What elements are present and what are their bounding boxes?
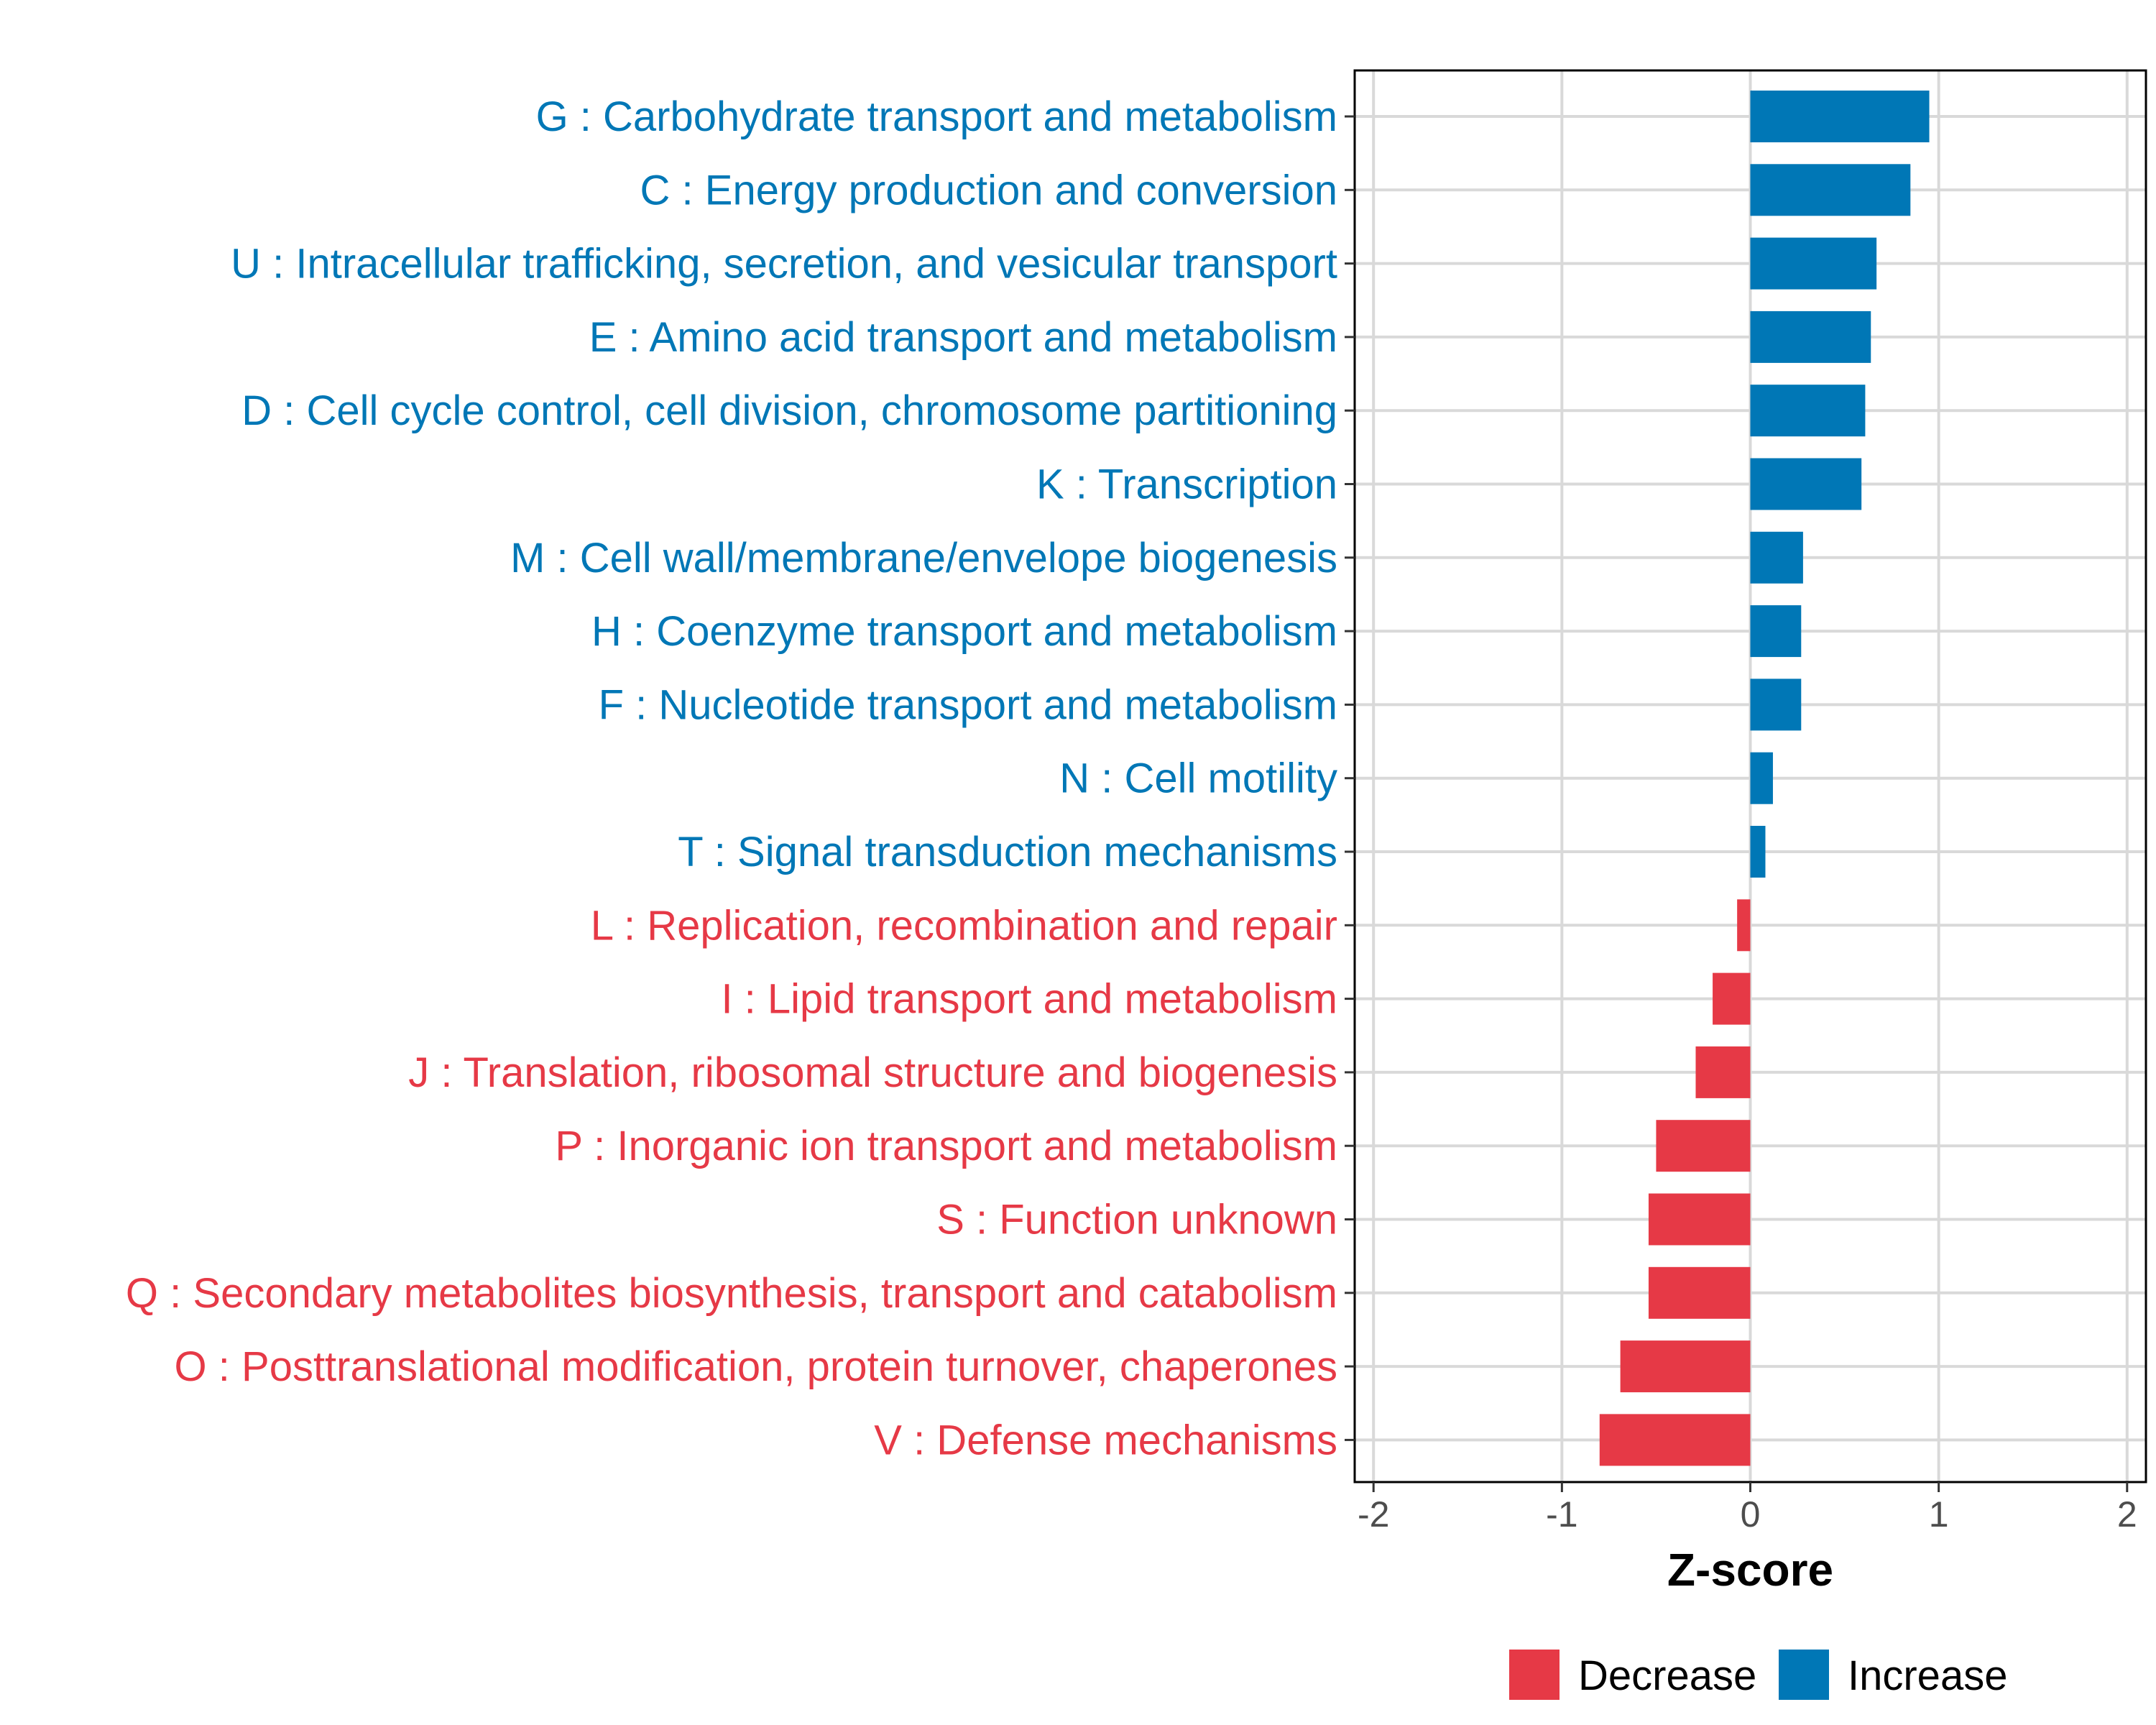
category-label: G : Carbohydrate transport and metabolis… [536, 93, 1337, 140]
bar [1750, 605, 1802, 658]
category-label: L : Replication, recombination and repai… [591, 902, 1337, 949]
legend-swatch [1779, 1650, 1829, 1700]
bar [1648, 1266, 1751, 1319]
x-tick-label: 2 [2117, 1494, 2137, 1535]
bar [1750, 826, 1766, 878]
category-label: N : Cell motility [1059, 755, 1337, 802]
bar [1750, 531, 1803, 584]
category-label: F : Nucleotide transport and metabolism [599, 681, 1337, 728]
category-label: Q : Secondary metabolites biosynthesis, … [126, 1270, 1337, 1317]
bar [1656, 1120, 1751, 1172]
bar [1599, 1414, 1751, 1466]
category-label: E : Amino acid transport and metabolism [589, 314, 1337, 361]
bar [1750, 164, 1911, 216]
x-tick-label: -2 [1358, 1494, 1389, 1535]
legend-label: Increase [1848, 1652, 2007, 1699]
bar [1737, 899, 1751, 952]
bar [1750, 752, 1773, 804]
category-label: D : Cell cycle control, cell division, c… [241, 387, 1337, 434]
bars [1599, 91, 1930, 1466]
bar [1750, 385, 1866, 437]
bar [1750, 91, 1930, 142]
y-ticks [1345, 115, 1355, 1441]
category-label: S : Function unknown [936, 1197, 1337, 1243]
legend-swatch [1509, 1650, 1560, 1700]
bar [1695, 1046, 1751, 1098]
category-label: M : Cell wall/membrane/envelope biogenes… [510, 535, 1337, 581]
category-label: T : Signal transduction mechanisms [678, 829, 1337, 875]
category-labels: G : Carbohydrate transport and metabolis… [126, 93, 1337, 1463]
x-tick-label: 1 [1929, 1494, 1949, 1535]
bar [1620, 1340, 1751, 1393]
x-tick-label: -1 [1546, 1494, 1577, 1535]
bar [1713, 972, 1751, 1025]
bar [1750, 678, 1802, 731]
legend-label: Decrease [1578, 1652, 1756, 1699]
category-label: H : Coenzyme transport and metabolism [591, 608, 1337, 655]
bar [1750, 310, 1871, 363]
bar [1648, 1193, 1751, 1246]
category-label: I : Lipid transport and metabolism [721, 976, 1337, 1023]
x-ticks: -2 -1 0 1 2 [1358, 1482, 2137, 1535]
legend: Decrease Increase [1509, 1650, 2007, 1700]
category-label: O : Posttranslational modification, prot… [175, 1343, 1337, 1390]
category-label: U : Intracellular trafficking, secretion… [231, 241, 1337, 288]
bar [1750, 458, 1862, 510]
category-label: J : Translation, ribosomal structure and… [408, 1049, 1337, 1096]
x-tick-label: 0 [1741, 1494, 1761, 1535]
category-label: P : Inorganic ion transport and metaboli… [555, 1123, 1337, 1169]
category-label: C : Energy production and conversion [640, 167, 1337, 213]
category-label: V : Defense mechanisms [874, 1417, 1337, 1463]
x-axis-title: Z-score [1667, 1544, 1833, 1596]
bar [1750, 237, 1877, 290]
category-label: K : Transcription [1036, 461, 1337, 508]
